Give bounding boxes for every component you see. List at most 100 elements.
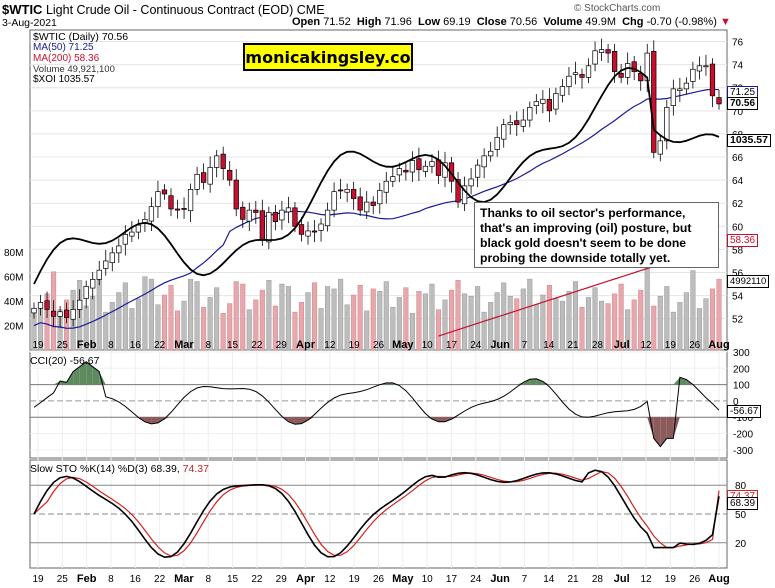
x-tick-label: 24 bbox=[470, 340, 482, 351]
candle-body bbox=[148, 206, 155, 222]
x-tick-label: 7 bbox=[522, 340, 528, 351]
cci-fill-positive bbox=[99, 371, 106, 385]
cci-tick-label: 0 bbox=[733, 397, 739, 408]
volume-bar bbox=[631, 299, 637, 351]
x-tick-label: Apr bbox=[296, 573, 316, 585]
candle-body bbox=[83, 285, 89, 299]
legend-ma200-label: MA(200) 58.36 bbox=[33, 53, 100, 64]
volume-bar bbox=[638, 289, 644, 351]
volume-tick-label: 40M bbox=[4, 297, 23, 308]
candle-body bbox=[57, 311, 63, 317]
candle-body bbox=[533, 101, 539, 106]
candle-body bbox=[416, 158, 422, 171]
x-tick-label: 8 bbox=[205, 574, 211, 585]
sto-tick-label: 20 bbox=[735, 539, 747, 550]
x-tick-label: Feb bbox=[77, 339, 97, 351]
candle-body bbox=[657, 140, 663, 155]
x-tick-label: 19 bbox=[349, 340, 361, 351]
volume-bar bbox=[292, 311, 298, 351]
volume-bar bbox=[514, 298, 520, 351]
volume-bar bbox=[155, 304, 161, 351]
candle-body bbox=[240, 206, 246, 220]
cci-fill-negative bbox=[653, 417, 661, 447]
x-tick-label: 16 bbox=[130, 574, 142, 585]
volume-bar bbox=[357, 284, 363, 351]
legend-xoi-label: $XOI 1035.57 bbox=[33, 74, 95, 85]
candle-body bbox=[116, 245, 122, 254]
candle-body bbox=[390, 176, 396, 182]
x-tick-label: Mar bbox=[174, 573, 194, 585]
candle-body bbox=[540, 98, 546, 104]
volume-bar bbox=[364, 310, 370, 351]
cci-fill-positive bbox=[79, 361, 87, 385]
price-tick-label: 56 bbox=[732, 268, 744, 279]
candle-body bbox=[279, 209, 285, 221]
volume-bar bbox=[448, 289, 455, 351]
candle-body bbox=[579, 74, 585, 78]
tag-close: 70.56 bbox=[727, 97, 759, 110]
volume-tick-label: 20M bbox=[4, 322, 23, 333]
candle-body bbox=[520, 119, 526, 127]
candle-body bbox=[709, 63, 716, 97]
volume-bar bbox=[201, 306, 207, 351]
price-tick-label: 60 bbox=[732, 222, 744, 233]
volume-bar bbox=[188, 278, 194, 351]
volume-bar bbox=[351, 294, 357, 351]
volume-bar bbox=[233, 281, 239, 351]
candle-body bbox=[90, 279, 96, 289]
volume-bar bbox=[605, 303, 611, 351]
candle-body bbox=[214, 155, 220, 168]
tag-ma200: 58.36 bbox=[727, 234, 759, 247]
cci-tick-label: -300 bbox=[733, 446, 753, 457]
volume-bar bbox=[579, 306, 585, 351]
candle-body bbox=[129, 231, 135, 237]
x-tick-label: 19 bbox=[32, 574, 44, 585]
volume-bar bbox=[109, 302, 115, 351]
candle-body bbox=[527, 107, 533, 121]
cci-tick-label: 300 bbox=[733, 348, 750, 359]
candle-body bbox=[44, 300, 50, 310]
x-tick-label: May bbox=[392, 339, 414, 351]
candle-body bbox=[494, 137, 500, 150]
x-tick-label: 22 bbox=[154, 574, 166, 585]
price-tick-label: 62 bbox=[732, 199, 744, 210]
candle-body bbox=[357, 196, 363, 211]
candle-body bbox=[109, 252, 115, 264]
x-tick-label: 22 bbox=[251, 340, 263, 351]
cci-fill-positive bbox=[92, 366, 100, 385]
x-tick-label: 12 bbox=[324, 574, 336, 585]
candle-body bbox=[194, 173, 200, 190]
legend-ma200: MA(200) 58.36 bbox=[33, 53, 99, 64]
volume-bar bbox=[174, 310, 181, 351]
volume-bar bbox=[416, 291, 422, 351]
sto-d-line bbox=[33, 470, 720, 557]
volume-bar bbox=[240, 283, 246, 351]
site-banner: monicakingsley.co bbox=[243, 43, 413, 71]
candle-body bbox=[618, 72, 624, 78]
candle-body bbox=[468, 178, 474, 187]
x-tick-label: Jun bbox=[490, 573, 510, 585]
high-value: 71.96 bbox=[384, 16, 412, 28]
volume-bar bbox=[390, 306, 396, 351]
candle-body bbox=[181, 208, 187, 210]
volume-bar bbox=[259, 289, 265, 351]
legend-xoi: $XOI 1035.57 bbox=[33, 74, 95, 85]
x-tick-label: 28 bbox=[592, 340, 604, 351]
candle-body bbox=[455, 179, 461, 203]
x-tick-label: 26 bbox=[689, 340, 701, 351]
candle-body bbox=[364, 201, 370, 213]
volume-bar bbox=[683, 292, 689, 351]
cci-fill-negative bbox=[288, 417, 295, 425]
candle-body bbox=[305, 230, 311, 237]
chart-header: $WTIC Light Crude Oil - Continuous Contr… bbox=[2, 2, 325, 17]
candle-body bbox=[318, 223, 324, 231]
x-tick-label: 12 bbox=[640, 574, 652, 585]
candle-body bbox=[246, 209, 252, 222]
volume-bar bbox=[135, 298, 141, 351]
volume-bar bbox=[227, 303, 233, 351]
sto-legend-label: Slow STO %K(14) %D(3) 68.39, bbox=[30, 463, 180, 475]
x-tick-label: 25 bbox=[57, 574, 69, 585]
volume-value: 49.9M bbox=[585, 16, 616, 28]
candle-body bbox=[272, 212, 279, 223]
